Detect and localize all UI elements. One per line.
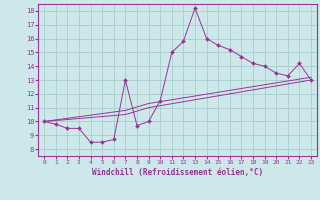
X-axis label: Windchill (Refroidissement éolien,°C): Windchill (Refroidissement éolien,°C) [92,168,263,177]
